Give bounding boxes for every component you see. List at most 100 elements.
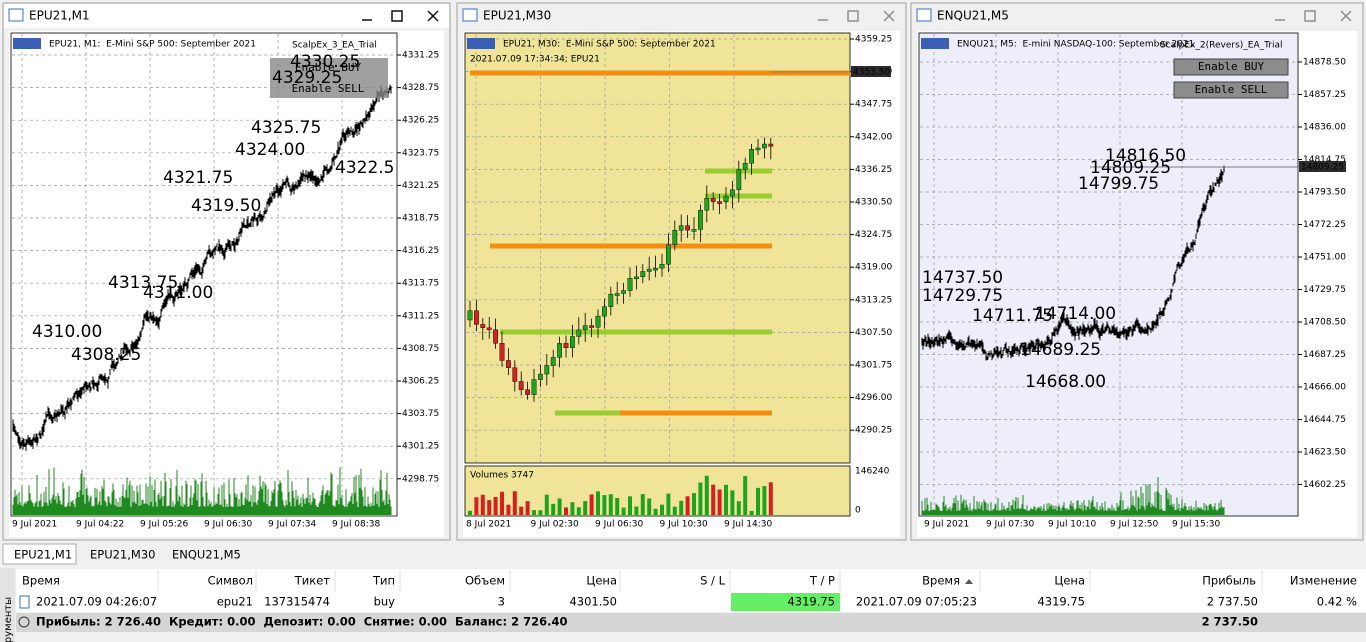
table-cell: 2021.07.09 04:26:07 <box>36 595 157 609</box>
candle <box>582 325 588 331</box>
column-header[interactable]: Время <box>922 574 960 588</box>
price-tick-label: 4331.25 <box>402 51 439 61</box>
candle <box>755 147 761 151</box>
ea-button[interactable]: Enable BUY <box>295 61 362 74</box>
volume-bar <box>653 508 658 515</box>
volume-bar <box>570 502 575 515</box>
price-tick-label: 4342.00 <box>855 132 892 142</box>
window-title: ENQU21,M5 <box>937 9 1009 23</box>
ea-button[interactable]: Enable SELL <box>292 82 365 95</box>
volume-bar <box>666 493 671 515</box>
price-tick-label: 4301.75 <box>855 361 892 371</box>
chart-tab[interactable]: EPU21,M30 <box>90 548 155 562</box>
window-title: EPU21,M30 <box>483 9 551 23</box>
volume-bar <box>551 503 556 515</box>
ea-name: ScalpEx_3_EA_Trial <box>292 41 377 51</box>
column-header[interactable]: Цена <box>586 574 617 588</box>
time-tick-label: 9 Jul 14:30 <box>724 520 773 530</box>
volume-bar <box>468 510 472 515</box>
buy-label: 4308.25 <box>71 345 141 365</box>
column-header[interactable]: Тикет <box>294 574 331 588</box>
chart-tab[interactable]: EPU21,M1 <box>14 548 72 562</box>
close-button[interactable] <box>1340 10 1352 22</box>
buy-label: 4325.75 <box>251 118 321 138</box>
price-tick-label: 14814.75 <box>1303 155 1346 165</box>
buy-label: 4321.75 <box>163 168 233 188</box>
time-tick-label: 9 Jul 07:34 <box>268 520 317 530</box>
price-tick-label: 4347.75 <box>855 100 892 110</box>
sell-label: 14816.50 <box>1105 146 1186 166</box>
price-tick-label: 4313.25 <box>855 295 892 305</box>
plot-area <box>918 32 1299 517</box>
volume-bar <box>583 501 588 515</box>
column-header[interactable]: Объем <box>465 574 505 588</box>
column-header[interactable]: Изменение <box>1290 574 1357 588</box>
candle <box>563 343 569 348</box>
close-button[interactable] <box>427 10 439 22</box>
price-tick-label: 4316.25 <box>402 246 439 256</box>
price-tick-label: 4298.75 <box>402 474 439 484</box>
candle <box>608 293 614 307</box>
volume-bar <box>596 491 600 515</box>
volume-bar <box>660 504 664 515</box>
current-price: 14809.25 <box>1301 163 1344 173</box>
candle <box>678 225 684 231</box>
price-tick-label: 14687.25 <box>1303 350 1346 360</box>
price-tick-label: 14836.00 <box>1303 123 1346 133</box>
maximize-button[interactable] <box>1304 10 1316 22</box>
chart-info: ENQU21, M5: E-mini NASDAQ-100: September… <box>957 40 1194 50</box>
chart-info: EPU21, M1: E-Mini S&P 500: September 202… <box>49 40 256 50</box>
maximize-button[interactable] <box>391 10 403 22</box>
window-icon <box>462 8 478 22</box>
time-tick-label: 9 Jul 04:22 <box>76 520 124 530</box>
ea-button[interactable]: Enable BUY <box>1198 60 1265 73</box>
candle <box>634 276 639 280</box>
column-header[interactable]: Прибыль <box>1202 574 1256 588</box>
price-tick-label: 4307.50 <box>855 328 892 338</box>
price-tick-label: 4326.25 <box>402 116 439 126</box>
candle <box>602 306 607 317</box>
volume-bar <box>717 489 722 515</box>
price-tick-label: 14623.50 <box>1303 448 1346 458</box>
candle <box>723 195 729 203</box>
candle <box>506 360 511 368</box>
column-header[interactable]: T / P <box>809 574 835 588</box>
toolbox-side <box>0 568 15 642</box>
close-button[interactable] <box>883 10 895 22</box>
candle <box>467 310 473 321</box>
column-header[interactable]: Символ <box>208 574 253 588</box>
time-tick-label: 9 Jul 15:30 <box>1172 520 1221 530</box>
price-tick-label: 4324.75 <box>855 230 892 240</box>
price-tick-label: 14857.25 <box>1303 90 1346 100</box>
sell-label: 4310.00 <box>32 322 102 342</box>
ea-button[interactable]: Enable SELL <box>1195 83 1268 96</box>
time-tick-label: 8 Jul 2021 <box>466 520 511 530</box>
price-tick-label: 14644.75 <box>1303 415 1346 425</box>
active-tab <box>2 543 77 565</box>
sell-label: 4322.5 <box>335 158 394 178</box>
time-tick-label: 9 Jul 08:38 <box>332 520 381 530</box>
sell-label: 14689.25 <box>1020 340 1101 360</box>
chart-tab[interactable]: ENQU21,M5 <box>172 548 241 562</box>
candle <box>736 169 742 190</box>
candle <box>749 149 755 164</box>
candle <box>570 336 575 348</box>
time-tick-label: 9 Jul 2021 <box>924 520 969 530</box>
column-header[interactable]: Время <box>22 574 60 588</box>
chart-info: EPU21, M30: E-Mini S&P 500: September 20… <box>503 40 716 50</box>
maximize-button[interactable] <box>847 10 859 22</box>
price-tick-label: 14729.75 <box>1303 285 1346 295</box>
table-cell: 4319.75 <box>787 595 835 609</box>
volume-bar <box>711 484 716 515</box>
candle <box>538 373 543 380</box>
candle <box>550 357 556 366</box>
table-cell: 4301.50 <box>569 595 617 609</box>
column-header[interactable]: S / L <box>700 574 725 588</box>
button-background <box>270 58 388 98</box>
price-tick-label: 4303.75 <box>402 409 439 419</box>
volume-bar <box>730 490 735 515</box>
column-header[interactable]: Тип <box>372 574 395 588</box>
footer-icon <box>18 616 30 628</box>
column-header[interactable]: Цена <box>1054 574 1085 588</box>
